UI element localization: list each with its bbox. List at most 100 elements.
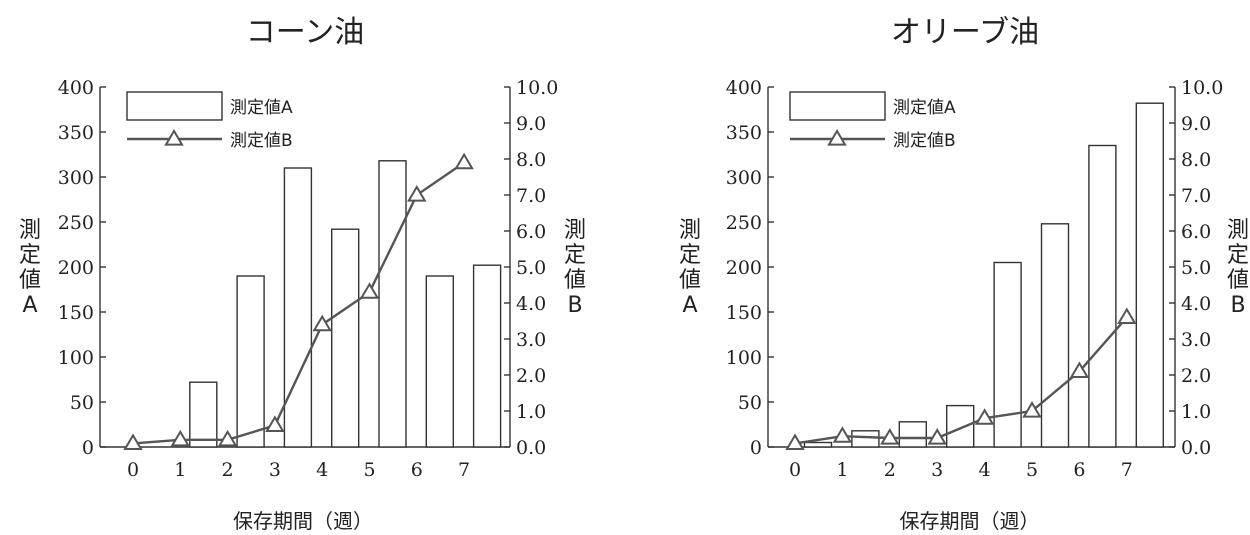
legend-bar-swatch [126, 91, 223, 121]
chart-title: コーン油 [246, 15, 365, 50]
bar-1 [189, 381, 218, 448]
x-tick-label: 7 [458, 459, 470, 481]
left-tick-label: 50 [738, 392, 762, 414]
right-tick-label: 8.0 [516, 149, 546, 171]
left-tick-label: 400 [726, 77, 762, 99]
left-tick-label: 350 [726, 122, 762, 144]
point-1 [170, 429, 191, 447]
right-tick-label: 9.0 [516, 113, 546, 135]
point-5 [359, 282, 380, 299]
right-tick-label: 0.0 [516, 437, 546, 459]
left-y-label-char: A [22, 293, 37, 318]
left-tick-label: 200 [726, 257, 762, 279]
right-tick-label: 5.0 [1181, 257, 1211, 279]
bar-4 [331, 228, 360, 448]
right-y-label-char: 測 [564, 218, 586, 243]
right-tick-label: 8.0 [1181, 149, 1211, 171]
bar-2 [898, 421, 927, 448]
legend-label-a: 測定値A [893, 98, 956, 118]
x-tick-label: 0 [789, 459, 801, 481]
bar-4 [993, 261, 1022, 448]
point-0 [785, 433, 805, 450]
left-tick-label: 250 [726, 212, 762, 234]
left-y-label-char: 定 [679, 243, 701, 268]
left-tick-label: 150 [726, 302, 762, 324]
right-tick-label: 6.0 [516, 221, 546, 243]
left-y-label-char: 値 [19, 268, 41, 293]
point-7 [1117, 307, 1137, 324]
right-tick-label: 4.0 [1181, 293, 1211, 315]
right-tick-label: 0.0 [1181, 437, 1211, 459]
right-tick-label: 4.0 [516, 293, 546, 315]
right-tick-label: 10.0 [1181, 77, 1223, 99]
bar-3 [946, 404, 975, 448]
x-tick-label: 2 [884, 459, 896, 481]
right-y-label-char: B [567, 293, 582, 318]
point-7 [454, 152, 474, 170]
left-tick-label: 300 [58, 167, 94, 189]
left-tick-label: 300 [726, 167, 762, 189]
left-tick-label: 100 [58, 347, 94, 369]
point-3 [927, 428, 947, 445]
legend-triangle-marker [164, 129, 184, 146]
left-tick-label: 0 [750, 437, 762, 459]
x-tick-label: 3 [269, 459, 281, 481]
right-tick-label: 9.0 [1181, 113, 1211, 135]
x-tick-label: 3 [931, 459, 943, 481]
left-tick-label: 100 [726, 347, 762, 369]
right-tick-label: 3.0 [516, 329, 546, 351]
left-y-label-char: 測 [19, 218, 41, 243]
left-tick-label: 350 [58, 122, 94, 144]
bar-3 [283, 167, 313, 448]
chart-title: オリーブ油 [891, 15, 1039, 50]
right-tick-label: 7.0 [516, 185, 546, 207]
point-5 [1022, 401, 1042, 418]
right-tick-label: 10.0 [516, 77, 558, 99]
right-y-label-char: 定 [564, 243, 586, 268]
x-axis-label: 保存期間（週） [900, 509, 1040, 533]
x-tick-label: 1 [174, 459, 186, 481]
x-tick-label: 5 [363, 459, 375, 481]
bar-2 [236, 275, 265, 448]
x-tick-label: 6 [411, 459, 423, 481]
legend-label-a: 測定値A [230, 98, 293, 118]
x-tick-label: 4 [316, 459, 328, 481]
bar-7 [1135, 102, 1165, 448]
left-y-label-char: A [682, 293, 697, 318]
point-6 [407, 185, 427, 202]
bar-5 [378, 160, 407, 448]
bar-1 [851, 430, 880, 448]
left-y-label-char: 測 [679, 218, 701, 243]
left-tick-label: 0 [82, 437, 94, 459]
right-tick-label: 2.0 [516, 365, 546, 387]
legend-label-b: 測定値B [893, 131, 956, 151]
right-tick-label: 1.0 [516, 401, 546, 423]
right-tick-label: 7.0 [1181, 185, 1211, 207]
left-y-label-char: 定 [19, 243, 41, 268]
right-y-label-char: 値 [564, 268, 586, 293]
x-tick-label: 0 [127, 459, 139, 481]
x-tick-label: 7 [1121, 459, 1133, 481]
x-tick-label: 5 [1026, 459, 1038, 481]
point-6 [1069, 361, 1090, 378]
bar-6 [1088, 144, 1117, 448]
x-tick-label: 4 [979, 459, 991, 481]
right-y-label-char: 値 [1227, 268, 1249, 293]
left-tick-label: 50 [70, 392, 94, 414]
left-tick-label: 250 [58, 212, 94, 234]
point-4 [974, 408, 995, 425]
right-tick-label: 1.0 [1181, 401, 1211, 423]
point-0 [123, 433, 143, 450]
bar-5 [1040, 223, 1070, 448]
legend-label-b: 測定値B [230, 131, 293, 151]
line-series-b [132, 161, 465, 445]
left-tick-label: 150 [58, 302, 94, 324]
bar-7 [472, 264, 502, 448]
left-tick-label: 200 [58, 257, 94, 279]
legend-triangle-marker [827, 129, 847, 146]
bar-6 [425, 275, 454, 448]
point-4 [312, 314, 332, 332]
x-tick-label: 1 [836, 459, 848, 481]
